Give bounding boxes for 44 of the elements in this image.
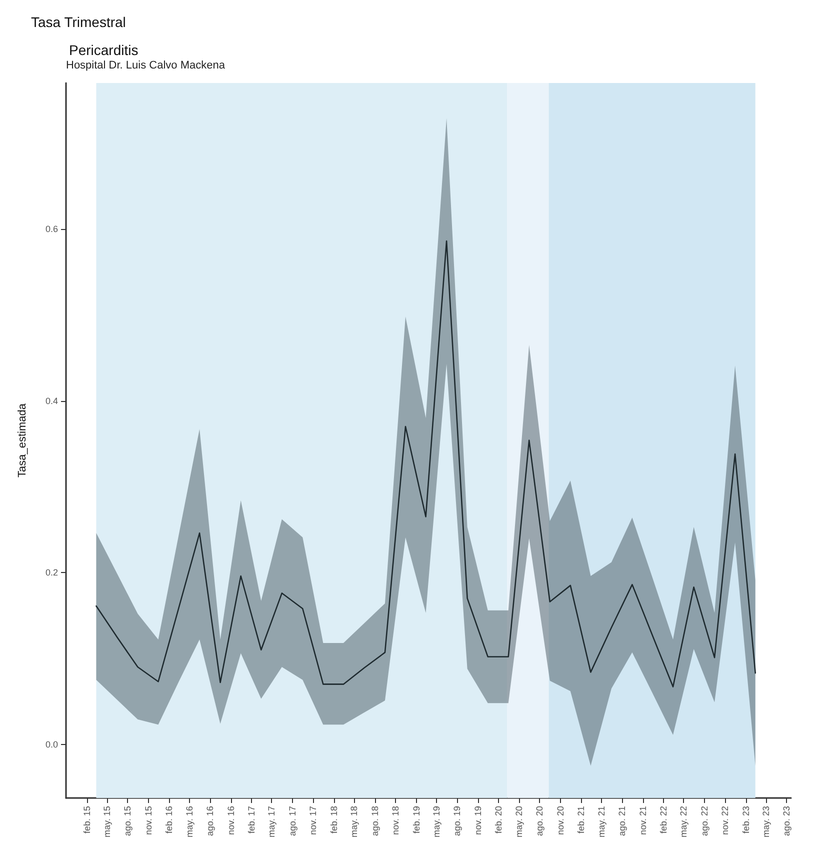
x-tick-label: may. 21 (596, 806, 606, 838)
chart-subtitle: Pericarditis (69, 42, 138, 58)
x-tick-label: ago. 20 (534, 806, 545, 836)
x-tick-label: may. 23 (760, 806, 771, 838)
x-tick-label: may. 17 (266, 806, 277, 838)
x-tick-label: ago. 16 (205, 806, 216, 836)
x-tick-label: nov. 17 (308, 806, 318, 835)
x-tick-label: nov. 21 (638, 806, 648, 835)
x-tick-label: ago. 21 (617, 806, 628, 836)
y-tick-label: 0.0 (45, 739, 58, 750)
y-axis-title: Tasa_estimada (16, 402, 28, 478)
x-tick-label: nov. 19 (472, 806, 483, 835)
y-tick-label: 0.4 (45, 396, 58, 406)
x-tick-label: ago. 23 (782, 806, 792, 836)
x-tick-label: may. 16 (184, 806, 194, 838)
line-series (96, 240, 756, 688)
x-tick-label: feb. 23 (740, 806, 751, 834)
x-tick-label: feb. 22 (658, 806, 669, 834)
x-tick-label: feb. 15 (82, 806, 92, 834)
x-tick-label: nov. 20 (555, 806, 566, 835)
text: Hospital Dr. Luis Calvo Mackena (66, 60, 226, 72)
x-tick-label: ago. 18 (370, 806, 380, 836)
x-tick-label: feb. 20 (494, 806, 504, 834)
chart-title: Tasa Trimestral (31, 14, 126, 30)
x-tick-label: nov. 16 (226, 806, 236, 835)
x-tick-label: nov. 18 (390, 806, 401, 835)
x-tick-label: ago. 22 (699, 806, 710, 836)
y-tick-label: 0.6 (45, 224, 58, 234)
x-tick-label: may. 15 (102, 806, 112, 838)
x-tick-label: nov. 15 (143, 806, 154, 835)
x-tick-label: ago. 15 (122, 806, 133, 836)
x-tick-label: feb. 19 (411, 806, 422, 834)
x-tick-label: feb. 17 (246, 806, 257, 834)
x-tick-label: may. 18 (349, 806, 360, 838)
x-tick-label: ago. 17 (287, 806, 298, 836)
x-tick-label: feb. 16 (164, 806, 174, 834)
x-tick-label: may. 22 (678, 806, 689, 838)
x-tick-label: feb. 21 (576, 806, 586, 834)
x-tick-label: may. 20 (514, 806, 524, 838)
y-tick-label: 0.2 (45, 568, 58, 578)
x-tick-label: ago. 19 (452, 806, 462, 836)
x-tick-label: may. 19 (431, 806, 442, 838)
x-tick-label: nov. 22 (720, 806, 730, 835)
x-tick-label: feb. 18 (328, 806, 339, 834)
